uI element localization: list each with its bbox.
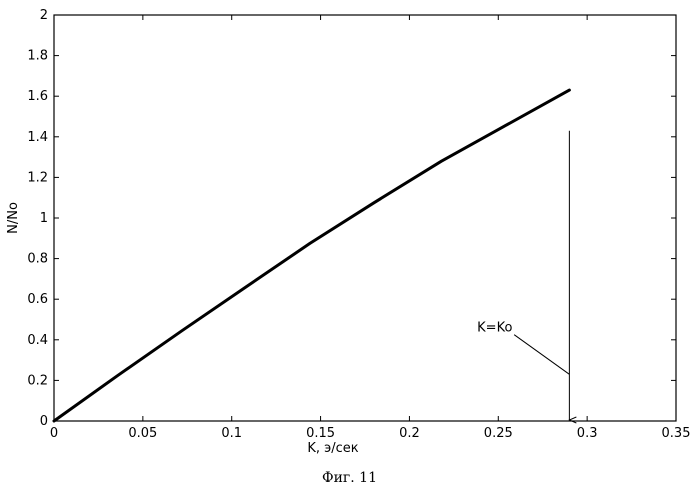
chart: 0 0.05 0.1 0.15 0.2 0.25 0.3 0.35 0 0.2 0.4 0.6 0.8… — [0, 0, 699, 468]
x-tick-label: 0 — [50, 426, 58, 441]
y-tick-label: 0.6 — [27, 292, 48, 307]
y-tick-label: 1.2 — [27, 170, 48, 185]
y-tick-label: 0 — [40, 414, 48, 429]
x-tick-label: 0.2 — [399, 426, 420, 441]
x-tick-label: 0.35 — [662, 426, 691, 441]
x-tick-label: 0.15 — [306, 426, 335, 441]
y-tick-label: 1 — [40, 211, 48, 226]
plot-frame — [54, 15, 676, 421]
data-series-line — [54, 90, 569, 421]
y-tick-label: 1.8 — [27, 49, 48, 64]
x-axis-label: K, э/сек — [307, 441, 358, 456]
x-tick-label: 0.05 — [128, 426, 157, 441]
y-tick-label: 0.4 — [27, 333, 48, 348]
y-tick-label: 2 — [40, 8, 48, 23]
y-tick-label: 1.4 — [27, 130, 48, 145]
x-tick-label: 0.1 — [221, 426, 242, 441]
x-tick-label: 0.3 — [577, 426, 598, 441]
annotation-pointer-line — [514, 335, 569, 375]
x-tick-label: 0.25 — [484, 426, 513, 441]
y-tick-label: 0.2 — [27, 373, 48, 388]
y-axis-label: N/No — [6, 202, 21, 234]
y-tick-label: 1.6 — [27, 89, 48, 104]
annotation-label: K=Ko — [477, 321, 512, 336]
y-tick-label: 0.8 — [27, 252, 48, 267]
x-ticks: 0 0.05 0.1 0.15 0.2 0.25 0.3 0.35 — [50, 15, 691, 441]
figure-caption: Фиг. 11 — [0, 470, 699, 486]
